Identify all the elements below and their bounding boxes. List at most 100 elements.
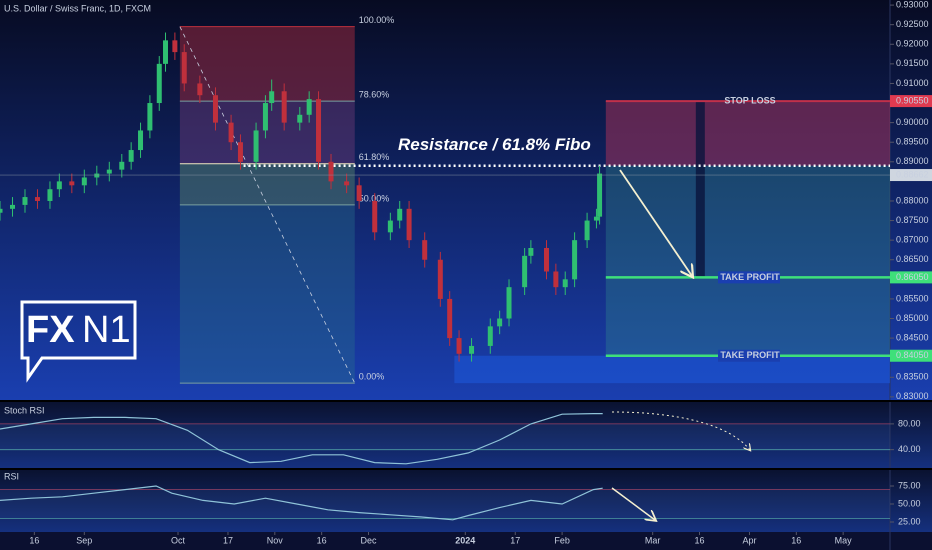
y-tick-label: 0.86500 (896, 254, 929, 264)
candle-body (163, 40, 169, 64)
stop-zone (605, 101, 890, 166)
candle-body (156, 63, 162, 104)
candle-body (522, 255, 528, 288)
indicator-line (0, 413, 603, 465)
y-tick-label: 0.83000 (896, 391, 929, 401)
price-tag-label: 0.88662 (896, 169, 929, 179)
candle-body (269, 91, 275, 104)
price-tag (890, 169, 932, 182)
candle-body (119, 161, 125, 170)
candle-body (147, 103, 153, 131)
y-tick-label: 0.92500 (896, 19, 929, 29)
candle-body (262, 103, 268, 131)
candle-body (593, 216, 599, 221)
rsi-pane (0, 470, 932, 532)
candle-body (94, 173, 100, 178)
x-tick-label: 16 (695, 535, 705, 545)
x-tick-label: Apr (742, 535, 756, 545)
y-tick-label: 0.87500 (896, 215, 929, 225)
y-tick-label: 0.89000 (896, 156, 929, 166)
candle-body (387, 220, 393, 233)
band-fill (0, 489, 890, 519)
indicator-title: RSI (4, 471, 19, 481)
y-tick-label: 0.91000 (896, 78, 929, 88)
forecast-arrow (619, 169, 692, 276)
candle-body (447, 298, 453, 339)
x-tick-label: Dec (360, 535, 377, 545)
indicator-line (0, 485, 603, 521)
y-tick-label: 0.93000 (896, 0, 929, 9)
fib-trend (179, 26, 356, 384)
candle-body (106, 169, 112, 174)
y-tick-label: 50.00 (898, 498, 921, 508)
candle-body (69, 181, 75, 186)
x-tick-label: Feb (554, 535, 570, 545)
fib-band (179, 204, 355, 384)
candle-body (422, 240, 428, 260)
candle-body (9, 204, 15, 209)
resistance-label: Resistance / 61.8% Fibo (398, 135, 591, 154)
candle-body (253, 130, 259, 162)
candle-body (237, 142, 243, 162)
y-tick-label: 0.90000 (896, 117, 929, 127)
candle-body (228, 122, 234, 143)
candle-body (456, 338, 462, 354)
band-fill (0, 423, 890, 450)
candle-body (316, 99, 322, 162)
candle-body (181, 52, 187, 84)
candle-body (372, 200, 378, 233)
logo-frame (20, 300, 137, 383)
candle-body (56, 181, 62, 190)
candle-body (356, 185, 362, 201)
fib-label: 100.00% (359, 15, 395, 25)
candle-body (22, 197, 28, 205)
support-box (454, 355, 890, 384)
x-tick-label: 16 (29, 535, 39, 545)
x-tick-label: 2024 (455, 535, 475, 545)
candle-body (0, 208, 3, 213)
fib-label: 0.00% (359, 372, 385, 382)
fib-label: 61.80% (359, 152, 390, 162)
y-tick-label: 0.88000 (896, 195, 929, 205)
y-tick-label: 0.87000 (896, 235, 929, 245)
candle-body (584, 220, 590, 241)
x-tick-label: Nov (267, 535, 284, 545)
target-label: TAKE PROFIT (720, 350, 780, 360)
stoch-pane (0, 402, 932, 468)
candle-body (197, 83, 203, 96)
candle-body (34, 197, 40, 201)
x-tick-label: Mar (645, 535, 661, 545)
candle-body (212, 95, 218, 123)
candle-body (543, 247, 549, 272)
candle-body (497, 318, 503, 327)
target-label: TAKE PROFIT (720, 272, 780, 282)
price-tag-label: 0.90550 (896, 95, 929, 105)
candle-body (528, 247, 534, 256)
label-bg (718, 271, 780, 284)
candle-body (469, 345, 475, 354)
chart-title: U.S. Dollar / Swiss Franc, 1D, FXCM (4, 3, 151, 13)
price-pane (0, 0, 932, 400)
candle-body (281, 91, 287, 123)
y-tick-label: 0.84500 (896, 332, 929, 342)
x-tick-label: 16 (317, 535, 327, 545)
target-zone (605, 165, 890, 356)
logo-text: FX (26, 309, 75, 351)
y-tick-label: 0.83500 (896, 372, 929, 382)
forecast-arrow (611, 411, 750, 450)
y-tick-label: 75.00 (898, 480, 921, 490)
y-tick-label: 40.00 (898, 444, 921, 454)
y-tick-label: 0.85500 (896, 293, 929, 303)
x-tick-label: May (835, 535, 853, 545)
candle-body (306, 99, 312, 115)
forecast-arrow (611, 487, 655, 520)
stop-label: STOP LOSS (724, 95, 775, 105)
x-tick-label: 17 (510, 535, 520, 545)
fib-label: 50.00% (359, 193, 390, 203)
x-tick-label: 17 (223, 535, 233, 545)
y-tick-label: 0.92000 (896, 39, 929, 49)
x-tick-label: Oct (171, 535, 186, 545)
candle-body (406, 208, 412, 241)
